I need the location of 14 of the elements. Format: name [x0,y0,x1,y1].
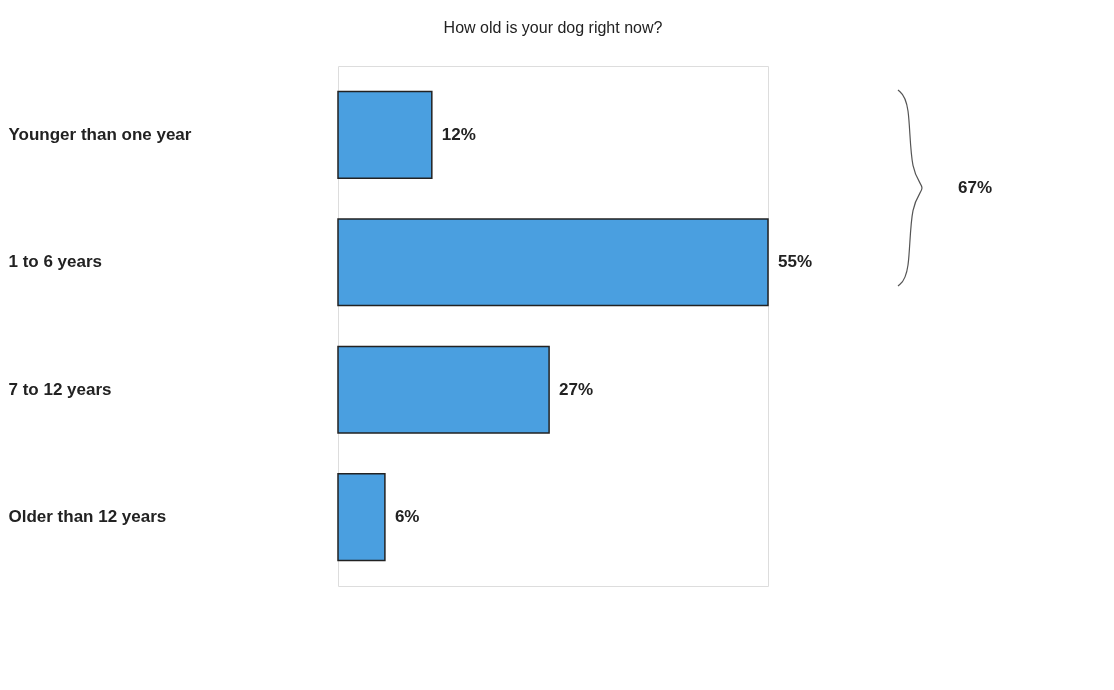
bar [337,345,550,434]
text: 67% [958,178,993,197]
chart-title: How old is your dog right now? [443,19,663,36]
bar [337,473,386,562]
y-tick-label: 1 to 6 years [8,252,103,272]
bar [337,90,433,179]
bar [337,218,769,307]
y-tick-label: Younger than one year [8,124,192,144]
y-tick-label: 7 to 12 years [8,379,112,399]
data-label: 55% [778,252,813,272]
data-label: 6% [394,507,420,527]
y-tick-label: Older than 12 years [8,507,167,527]
data-label: 12% [441,124,476,144]
data-label: 27% [559,379,594,399]
